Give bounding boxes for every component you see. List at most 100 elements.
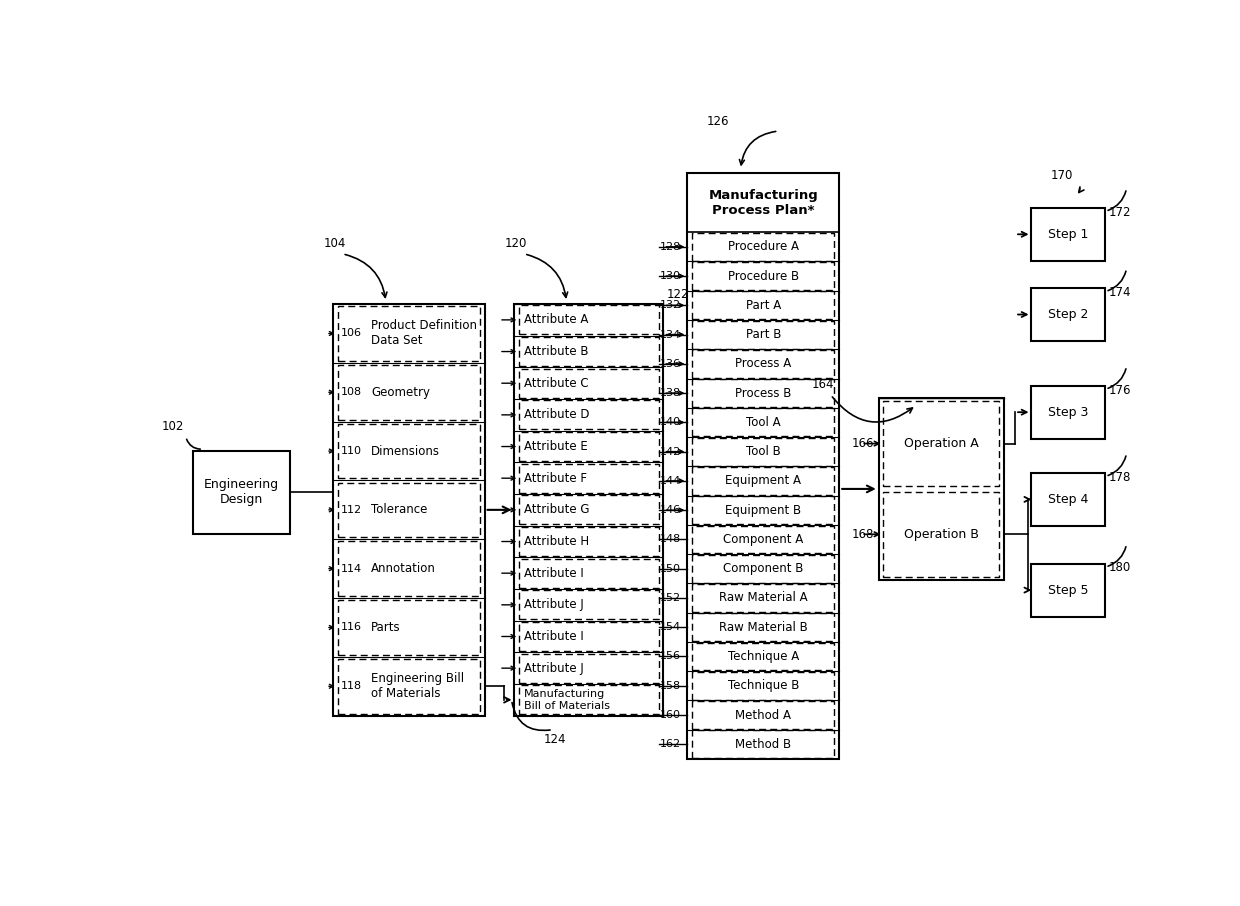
Text: Raw Material B: Raw Material B [719, 621, 807, 633]
Bar [1032, 386, 1105, 439]
Text: Engineering Bill
of Materials: Engineering Bill of Materials [371, 672, 464, 700]
Text: 178: 178 [1109, 471, 1131, 484]
Text: Attribute A: Attribute A [525, 313, 589, 326]
Text: Tool A: Tool A [746, 416, 781, 429]
Text: Tool B: Tool B [746, 445, 781, 458]
Bar [337, 306, 480, 361]
Bar [692, 233, 835, 261]
Text: 134: 134 [660, 330, 681, 340]
Text: Tolerance: Tolerance [371, 504, 428, 516]
Bar [692, 350, 835, 378]
Bar [692, 642, 835, 670]
Bar [520, 559, 658, 588]
Text: Engineering
Design: Engineering Design [203, 478, 279, 506]
Bar [883, 492, 998, 577]
Bar [1032, 564, 1105, 617]
Text: 116: 116 [341, 622, 362, 632]
Bar [520, 400, 658, 429]
Text: Part A: Part A [745, 299, 781, 312]
Bar [1032, 473, 1105, 525]
Text: 114: 114 [341, 564, 362, 573]
Text: 166: 166 [852, 437, 874, 450]
Text: 168: 168 [852, 528, 874, 541]
Text: 162: 162 [660, 739, 681, 749]
Text: Attribute J: Attribute J [525, 598, 584, 612]
Text: Operation B: Operation B [904, 528, 978, 541]
Text: Step 4: Step 4 [1048, 493, 1089, 506]
Bar [692, 701, 835, 729]
Text: Attribute I: Attribute I [525, 630, 584, 643]
Text: Parts: Parts [371, 621, 401, 634]
Text: Step 5: Step 5 [1048, 583, 1089, 596]
Text: 104: 104 [324, 236, 346, 250]
Bar [337, 659, 480, 714]
Text: Method B: Method B [735, 737, 791, 751]
Text: 122: 122 [666, 287, 688, 301]
Bar [1032, 288, 1105, 341]
Text: Attribute J: Attribute J [525, 661, 584, 675]
Bar [337, 365, 480, 419]
Text: Attribute F: Attribute F [525, 472, 587, 485]
Bar [520, 591, 658, 620]
Text: Part B: Part B [745, 328, 781, 342]
Bar [520, 527, 658, 556]
Text: Attribute I: Attribute I [525, 566, 584, 580]
Bar [520, 464, 658, 493]
Text: Raw Material A: Raw Material A [719, 592, 807, 604]
Bar [520, 305, 658, 334]
Text: Method A: Method A [735, 708, 791, 721]
Bar [692, 380, 835, 407]
Text: Attribute E: Attribute E [525, 440, 588, 453]
Text: Product Definition
Data Set: Product Definition Data Set [371, 320, 477, 348]
Text: 146: 146 [660, 506, 681, 516]
Bar [520, 496, 658, 525]
Text: Manufacturing
Bill of Materials: Manufacturing Bill of Materials [525, 689, 610, 710]
Text: 174: 174 [1109, 286, 1131, 299]
Text: 106: 106 [341, 329, 362, 339]
Bar [520, 369, 658, 398]
Text: Attribute B: Attribute B [525, 345, 589, 358]
Text: 138: 138 [660, 388, 681, 398]
Text: Equipment A: Equipment A [725, 475, 801, 487]
Bar [520, 685, 658, 714]
Bar [337, 424, 480, 478]
Bar [337, 600, 480, 655]
Bar [692, 496, 835, 524]
Text: 130: 130 [660, 271, 681, 281]
Text: 160: 160 [660, 710, 681, 720]
Bar [692, 409, 835, 437]
Text: 108: 108 [341, 387, 362, 397]
Bar [692, 262, 835, 290]
Bar [332, 304, 485, 716]
Text: Attribute H: Attribute H [525, 535, 589, 548]
Text: 110: 110 [341, 446, 362, 456]
Text: 120: 120 [505, 236, 527, 250]
Text: 142: 142 [660, 447, 681, 457]
Text: 124: 124 [543, 733, 565, 746]
Bar [1032, 207, 1105, 261]
Bar [337, 542, 480, 596]
Bar [520, 337, 658, 366]
Bar [520, 432, 658, 461]
Text: Technique A: Technique A [728, 650, 799, 663]
Text: Attribute C: Attribute C [525, 377, 589, 390]
Text: 180: 180 [1109, 562, 1131, 574]
Text: 176: 176 [1109, 383, 1131, 397]
Text: Component A: Component A [723, 533, 804, 546]
Text: Attribute G: Attribute G [525, 504, 589, 516]
Text: Dimensions: Dimensions [371, 445, 440, 458]
Text: 118: 118 [341, 681, 362, 691]
Text: Step 1: Step 1 [1048, 227, 1089, 241]
Text: Equipment B: Equipment B [725, 504, 801, 516]
Text: 126: 126 [707, 114, 729, 128]
Bar [515, 304, 663, 716]
Bar [193, 450, 290, 535]
Text: 172: 172 [1109, 206, 1131, 218]
Text: 164: 164 [811, 379, 833, 391]
Text: 140: 140 [660, 418, 681, 428]
Bar [687, 173, 839, 759]
Text: Operation A: Operation A [904, 437, 978, 450]
Text: 154: 154 [660, 622, 681, 632]
Text: Procedure B: Procedure B [728, 270, 799, 283]
Bar [692, 525, 835, 554]
